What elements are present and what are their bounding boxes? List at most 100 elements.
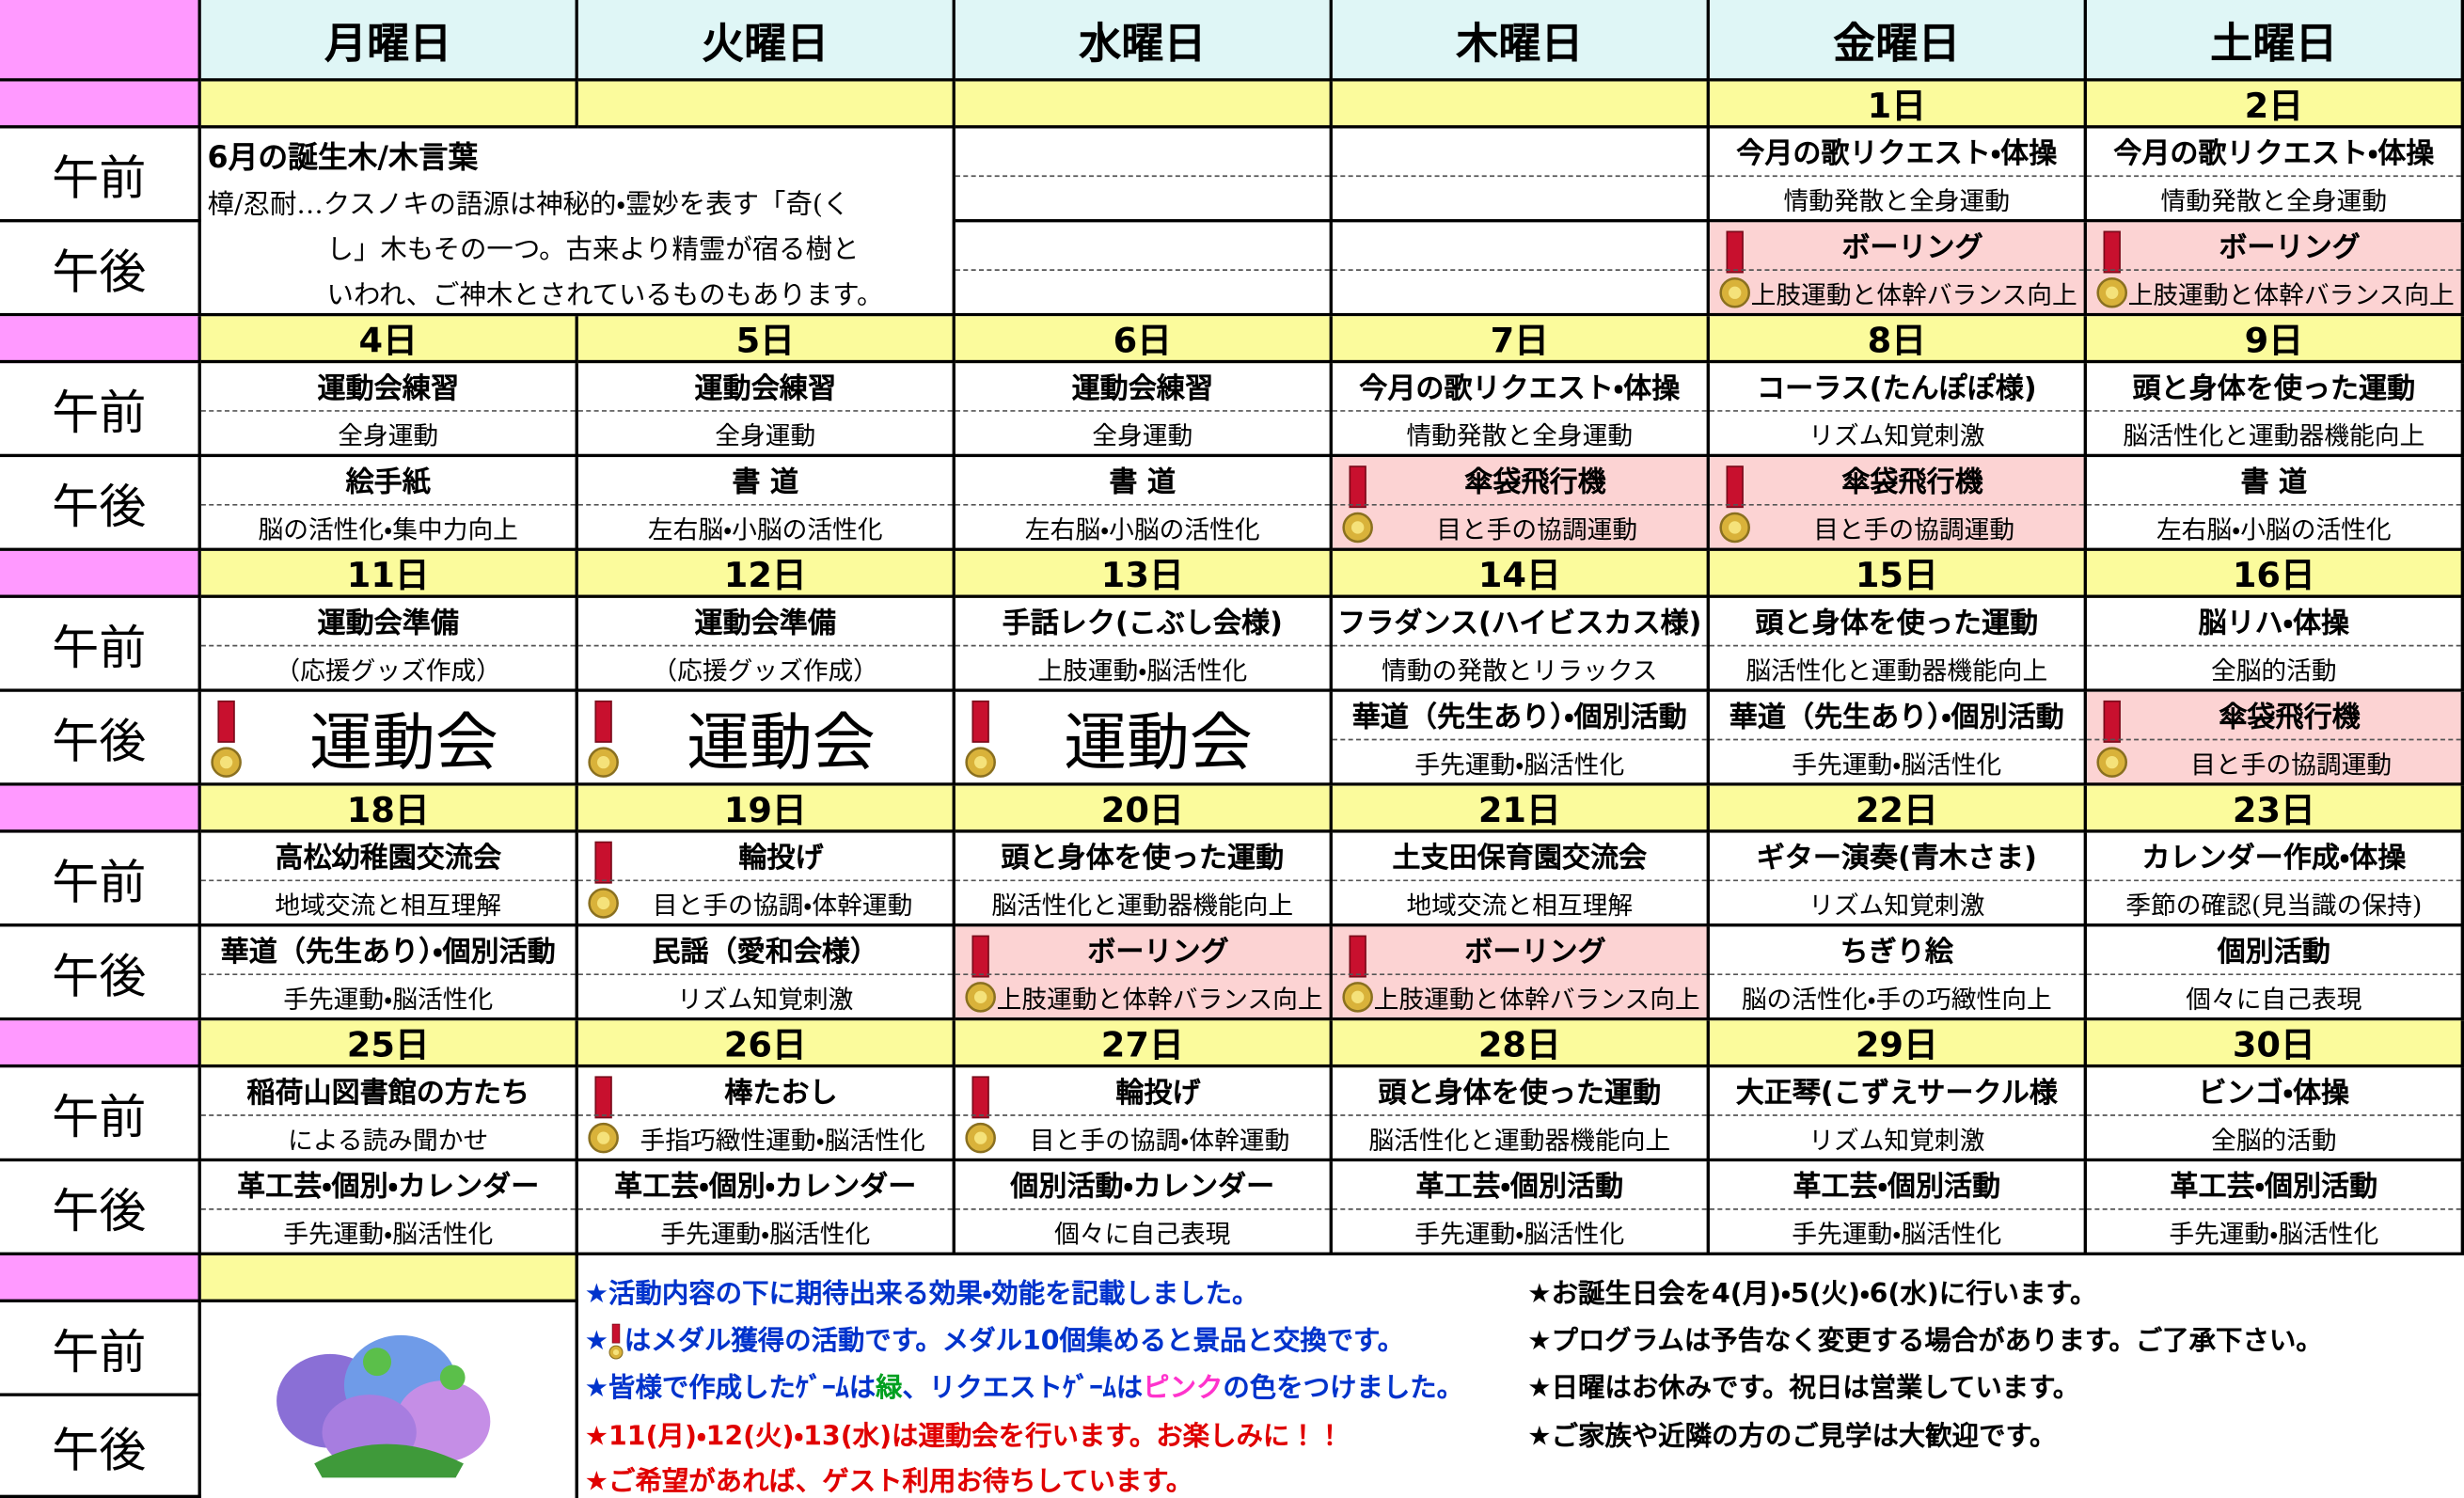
activity-cell: 大正琴(こずえサークル様 リズム知覚刺激 [1709,1067,2087,1162]
activity-effect: 全身運動 [1092,420,1193,451]
activity-effect: 脳の活性化・手の巧緻性向上 [1741,985,2052,1015]
date-cell: 19日 [577,785,956,833]
note-text: ★ご希望があれば、ゲスト利用お待ちしています。 [584,1466,1193,1498]
am-label: 午前 [0,832,201,927]
date-cell [200,81,578,129]
activity-title: 傘袋飛行機 [1332,457,1707,506]
activity-effect: 手先運動・脳活性化 [1414,1219,1625,1250]
activity-effect: リズム知覚刺激 [1809,420,1985,451]
activity-effect: 情動発散と全身運動 [2160,186,2388,216]
activity-cell: ボーリング上肢運動と体幹バランス向上 [2086,222,2464,317]
activity-title: ちぎり絵 [1709,926,2084,976]
activity-title: 輪投げ [577,833,953,882]
activity-cell: 今月の歌リクエスト・体操 情動発散と全身運動 [1709,128,2087,223]
medal-icon [588,698,619,780]
activity-effect: 目と手の協調運動 [1813,514,2015,545]
header-corner [0,0,201,82]
note-text: し」木もその一つ。古来より精霊が宿る樹と [326,234,860,266]
activity-effect: 上肢運動と体幹バランス向上 [1373,985,1700,1015]
activity-title: 脳リハ・体操 [2086,598,2461,647]
activity-title: ボーリング [955,926,1330,976]
note-line: ★お誕生日会を4(月)・5(火)・6(水)に行います。 [1527,1278,2097,1311]
activity-title: 傘袋飛行機 [1709,457,2084,506]
pm-label: 午後 [0,691,201,786]
date-cell: 9日 [2086,316,2464,364]
activity-title: 高松幼稚園交流会 [200,833,576,882]
date-cell: 8日 [1709,316,2087,364]
activity-cell [1332,222,1710,317]
date-cell: 18日 [200,785,578,833]
cell-line [956,269,1330,313]
activity-cell: 運動会 [955,691,1333,786]
activity-cell [1332,128,1710,223]
activity-effect: 脳活性化と運動器機能向上 [2123,420,2425,451]
activity-cell: カレンダー作成・体操 季節の確認(見当識の保持) [2086,832,2464,927]
activity-effect: 目と手の協調・体幹運動 [1029,1125,1290,1156]
activity-cell: 脳リハ・体操 全脳的活動 [2086,597,2464,692]
activity-cell: 運動会準備 （応援グッズ作成） [577,597,956,692]
activity-effect: 全脳的活動 [2210,1125,2337,1156]
activity-effect: 手先運動・脳活性化 [283,985,494,1015]
activity-effect: 全身運動 [715,420,816,451]
pm-label: 午後 [0,1396,201,1498]
date-cell: 20日 [955,785,1333,833]
week-label-band [0,316,201,364]
medal-icon [211,698,242,780]
activity-cell: 運動会 [200,691,578,786]
date-cell: 28日 [1332,1020,1710,1068]
cell-line [955,222,1330,271]
note-text: 、リクエストｹﾞｰﾑは [902,1372,1144,1405]
activity-cell: 個別活動 個々に自己表現 [2086,926,2464,1021]
activity-cell: 革工芸・個別・カレンダー 手先運動・脳活性化 [200,1161,578,1255]
activity-title: 運動会練習 [577,363,953,412]
note-text: ピンク [1143,1372,1224,1405]
date-cell: 2日 [2086,81,2464,129]
activity-effect: リズム知覚刺激 [677,985,854,1015]
activity-title: カレンダー作成・体操 [2086,833,2461,882]
activity-effect: 上肢運動と体幹バランス向上 [2127,279,2455,310]
activity-effect: 脳の活性化・集中力向上 [258,514,518,545]
activity-title: 民謡（愛和会様） [577,926,953,976]
date-cell: 5日 [577,316,956,364]
activity-title: 頭と身体を使った運動 [955,833,1330,882]
activity-cell: ボーリング 上肢運動と体幹バランス向上 [955,926,1333,1021]
activity-cell: 手話レク(こぶし会様) 上肢運動・脳活性化 [955,597,1333,692]
activity-effect: 情動の発散とリラックス [1382,655,1658,686]
pm-label: 午後 [0,1161,201,1255]
activity-cell: 書 道左右脳・小脳の活性化 [955,457,1333,551]
activity-cell: 個別活動・カレンダー 個々に自己表現 [955,1161,1333,1255]
week-label-band [0,785,201,833]
activity-title: 大正琴(こずえサークル様 [1709,1067,2084,1116]
week-label-band [0,550,201,598]
activity-title: 運動会準備 [200,598,576,647]
activity-title: 運動会準備 [577,598,953,647]
activity-title: ボーリング [2086,222,2461,271]
medal-icon [608,1323,624,1361]
cell-line [955,128,1330,178]
activity-effect: 左右脳・小脳の活性化 [1024,514,1260,545]
date-cell: 21日 [1332,785,1710,833]
activity-cell: 民謡（愛和会様） リズム知覚刺激 [577,926,956,1021]
note-line: ★ご希望があれば、ゲスト利用お待ちしています。 [585,1459,1193,1498]
activity-cell: 書 道左右脳・小脳の活性化 [577,457,956,551]
note-line: ★ご家族や近隣の方のご見学は大歓迎です。 [1527,1421,2057,1453]
day-header: 土曜日 [2086,0,2464,82]
activity-cell: 頭と身体を使った運動 脳活性化と運動器機能向上 [1709,597,2087,692]
activity-effect: （応援グッズ作成） [275,655,502,686]
activity-effect: 手先運動・脳活性化 [2169,1219,2379,1250]
activity-cell: 輪投げ 目と手の協調・体幹運動 [577,832,956,927]
activity-title: 華道（先生あり）・個別活動 [200,926,576,976]
activity-cell: ギター演奏(青木さま) リズム知覚刺激 [1709,832,2087,927]
note-line: ★日曜はお休みです。祝日は営業しています。 [1527,1372,2080,1405]
activity-title: 稲荷山図書館の方たち [200,1067,576,1116]
date-cell: 22日 [1709,785,2087,833]
note-text: はメダル獲得の活動です。メダル10個集めると景品と交換です。 [624,1325,1404,1358]
activity-effect: 左右脳・小脳の活性化 [647,514,883,545]
note-text: ★皆様で作成したｹﾞｰﾑは [584,1372,877,1405]
activity-cell: ちぎり絵脳の活性化・手の巧緻性向上 [1709,926,2087,1021]
date-cell: 6日 [955,316,1333,364]
note-text: 緑 [876,1372,903,1405]
activity-cell: ボーリング 上肢運動と体幹バランス向上 [1709,222,2087,317]
activity-cell: 頭と身体を使った運動 脳活性化と運動器機能向上 [2086,363,2464,458]
